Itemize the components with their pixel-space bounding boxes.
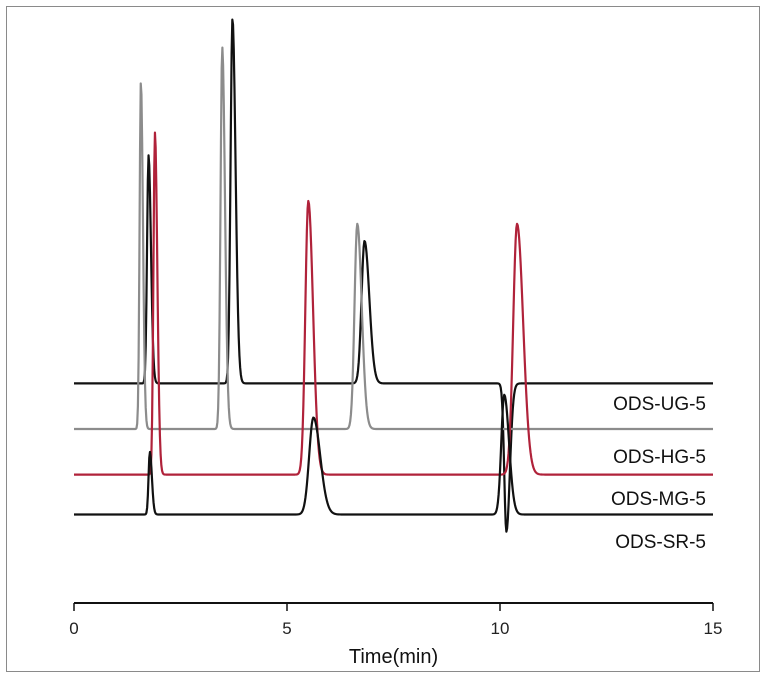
series-line-ods-ug-5 (73, 18, 714, 533)
chart-frame (6, 6, 760, 672)
series-label-ods-sr-5: ODS-SR-5 (615, 532, 706, 553)
x-axis-title: Time(min) (349, 646, 438, 668)
series-label-ods-ug-5: ODS-UG-5 (613, 394, 706, 415)
traces-group (73, 18, 714, 533)
series-line-ods-hg-5 (73, 46, 714, 431)
x-tick-label: 10 (491, 619, 510, 638)
series-label-ods-mg-5: ODS-MG-5 (611, 489, 706, 510)
x-tick-label: 0 (69, 619, 78, 638)
series-line-ods-sr-5 (73, 393, 714, 516)
x-ticks-group: 0 5 10 15 (69, 603, 722, 638)
x-tick-label: 15 (704, 619, 723, 638)
series-label-ods-hg-5: ODS-HG-5 (613, 447, 706, 468)
x-tick-label: 5 (282, 619, 291, 638)
series-labels-group: ODS-UG-5 ODS-HG-5 ODS-MG-5 ODS-SR-5 (611, 394, 706, 553)
series-line-ods-mg-5 (73, 131, 714, 476)
